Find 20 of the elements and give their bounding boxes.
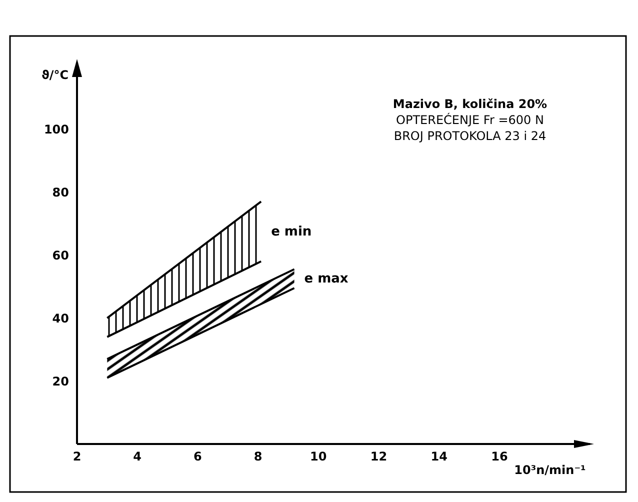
annotation: OPTEREĆENJE Fr =600 N [396, 112, 544, 127]
x-axis-title: 10³n/min⁻¹ [514, 463, 586, 477]
x-tick-label: 10 [310, 450, 327, 464]
y-axis-title: ϑ/°C [41, 68, 69, 82]
x-tick-label: 2 [72, 450, 82, 464]
series-label: e min [271, 224, 312, 240]
y-tick-label: 60 [52, 248, 69, 262]
y-tick-label: 80 [52, 185, 69, 200]
x-tick-label: 16 [491, 450, 508, 464]
y-tick-label: 100 [44, 122, 69, 136]
annotation: Mazivo B, količina 20% [392, 97, 548, 111]
annotation: BROJ PROTOKOLA 23 i 24 [394, 129, 546, 143]
x-tick-label: 6 [194, 450, 202, 464]
x-tick-label: 14 [430, 450, 448, 464]
x-tick-label: 4 [133, 450, 142, 464]
x-tick-label: 12 [370, 450, 388, 464]
x-tick-label: 8 [254, 450, 262, 464]
series-label: e max [304, 272, 349, 287]
y-tick-label: 40 [52, 311, 69, 326]
y-tick-label: 20 [52, 374, 69, 388]
